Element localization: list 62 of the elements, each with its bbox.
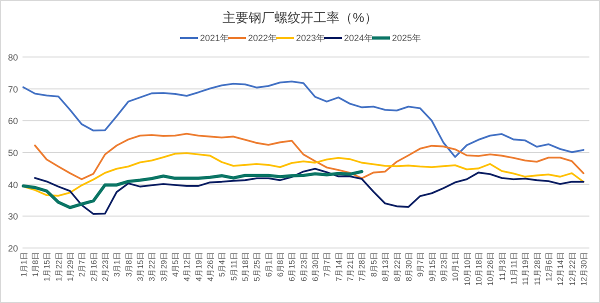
x-tick-label: 4月19日 [194,252,204,282]
x-tick-label: 3月8日 [124,252,134,277]
x-tick-label: 2月7日 [78,252,87,277]
x-tick-label: 10月10日 [462,252,472,286]
y-tick-label: 70 [8,84,18,94]
y-tick-label: 20 [8,244,18,254]
x-tick-label: 7月7日 [322,252,332,277]
y-tick-label: 50 [8,148,18,158]
x-tick-label: 2月16日 [89,252,98,282]
x-tick-label: 9月7日 [416,252,426,277]
x-tick-label: 11月28日 [532,252,542,286]
legend-label: 2022年 [248,33,278,43]
x-tick-label: 4月26日 [206,252,216,282]
x-tick-label: 9月23日 [439,252,448,282]
x-tick-label: 8月13日 [381,252,390,282]
x-tick-label: 5月4日 [218,252,227,277]
y-tick-label: 80 [8,52,18,62]
x-tick-label: 8月22日 [392,252,402,282]
x-tick-label: 5月18日 [241,252,250,282]
x-tick-label: 3月15日 [136,252,146,282]
x-tick-label: 7月14日 [334,252,344,282]
x-tick-label: 6月23日 [299,252,308,282]
x-tick-label: 10月1日 [451,252,460,282]
x-tick-label: 3月29日 [159,252,168,282]
x-tick-label: 1月8日 [31,252,40,277]
x-tick-label: 6月15日 [288,252,297,282]
y-tick-label: 30 [8,212,18,222]
x-tick-label: 6月1日 [264,252,274,277]
y-tick-label: 60 [8,116,18,126]
x-tick-label: 1月29日 [66,252,76,282]
x-tick-label: 3月1日 [112,252,122,277]
x-tick-label: 11月11日 [509,252,518,285]
x-tick-label: 4月5日 [171,252,180,277]
x-tick-label: 6月30日 [311,252,320,282]
x-tick-label: 2月23日 [101,252,110,282]
x-tick-label: 9月15日 [428,252,437,282]
x-tick-label: 11月3日 [498,252,507,281]
x-tick-label: 10月26日 [486,252,496,286]
x-tick-label: 12月30日 [579,252,588,286]
x-tick-label: 1月1日 [19,252,28,277]
x-tick-label: 1月15日 [42,252,52,282]
x-tick-label: 10月18日 [474,252,484,286]
x-tick-label: 5月11日 [229,252,238,281]
y-tick-label: 40 [8,180,18,190]
legend-label: 2025年 [392,33,422,43]
x-tick-label: 12月6日 [544,252,554,282]
x-tick-label: 8月30日 [404,252,414,282]
legend-label: 2024年 [344,33,374,43]
x-tick-label: 7月21日 [346,252,356,282]
x-tick-label: 7月28日 [358,252,367,282]
x-tick-label: 12月22日 [568,252,577,286]
legend-label: 2023年 [296,33,326,43]
x-tick-label: 6月8日 [276,252,286,277]
x-tick-label: 3月22日 [148,252,157,282]
x-tick-label: 8月5日 [369,252,378,277]
x-tick-label: 4月12日 [182,252,192,282]
chart-title: 主要钢厂螺纹开工率（%） [222,10,378,25]
legend-label: 2021年 [200,33,230,43]
x-tick-label: 11月19日 [521,252,530,286]
x-tick-label: 5月25日 [252,252,262,282]
x-tick-label: 12月14日 [556,252,566,286]
x-tick-label: 1月22日 [54,252,64,282]
